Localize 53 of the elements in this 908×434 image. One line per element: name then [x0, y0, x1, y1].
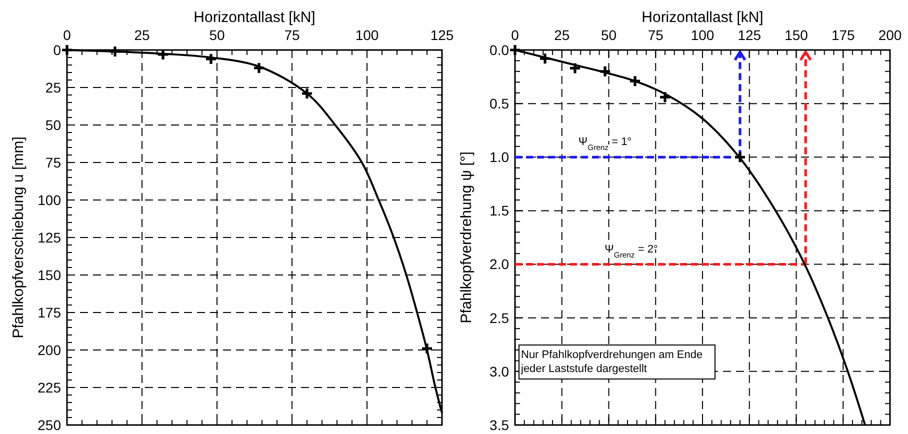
- y-tick-label: 125: [38, 229, 62, 246]
- point: [60, 44, 74, 56]
- y-tick-label: 50: [45, 116, 62, 133]
- point: [568, 62, 582, 75]
- y-tick-label: 0.5: [490, 95, 510, 112]
- x-tick-label: 125: [430, 27, 454, 43]
- x-tick-label: 150: [784, 27, 808, 43]
- point: [734, 150, 746, 164]
- y-tick-label: 1.5: [490, 202, 510, 219]
- x-tick-label: 50: [600, 27, 617, 43]
- x-axis-title: Horizontallast [kN]: [194, 9, 316, 26]
- x-tick-label: 25: [554, 27, 570, 43]
- annotation: Nur Pfahlkopfverdrehungen am Ende jeder Laststufe dargestellt: [520, 349, 703, 375]
- point: [508, 44, 522, 56]
- y-tick-label: 225: [38, 379, 62, 396]
- x-tick-label: 100: [355, 27, 379, 43]
- x-tick-label: 0: [511, 27, 520, 43]
- point: [108, 45, 122, 58]
- x-tick-label: 25: [134, 27, 150, 43]
- point: [300, 87, 314, 100]
- y-axis-title: Pfahlkopfverdrehung ψ [°]: [458, 152, 475, 324]
- ref-line-label: Ψ$_{Grenz}$ = 1°: [578, 136, 632, 152]
- y-tick-label: 150: [38, 266, 62, 283]
- point: [252, 62, 266, 74]
- x-tick-label: 125: [738, 27, 762, 43]
- x-tick-label: 200: [878, 27, 902, 43]
- point: [658, 90, 672, 104]
- y-tick-label: 2.0: [490, 256, 510, 272]
- point: [538, 52, 552, 65]
- y-tick-label: 0.0: [490, 42, 510, 58]
- y-axis-title: Pfahlkopfverschiebung u [mm]: [10, 136, 27, 338]
- y-tick-label: 3.0: [490, 363, 510, 380]
- point: [204, 52, 218, 66]
- x-axis-title: Horizontallast [kN]: [642, 9, 764, 26]
- x-tick-label: 175: [831, 27, 856, 43]
- y-tick-label: 0: [53, 42, 62, 58]
- y-tick-label: 175: [38, 304, 62, 320]
- y-tick-label: 1.0: [490, 149, 510, 166]
- x-tick-label: 75: [648, 27, 664, 43]
- x-tick-label: 75: [284, 27, 300, 43]
- point: [420, 342, 434, 355]
- point: [628, 74, 642, 88]
- y-tick-label: 200: [38, 342, 62, 358]
- y-tick-label: 2.5: [490, 310, 510, 326]
- y-tick-label: 75: [45, 154, 62, 170]
- y-tick-label: 25: [45, 79, 62, 96]
- x-tick-label: 50: [209, 27, 225, 43]
- y-tick-label: 100: [38, 192, 62, 208]
- point: [598, 65, 612, 78]
- x-tick-label: 0: [63, 27, 72, 43]
- y-tick-label: 250: [38, 416, 62, 433]
- x-tick-label: 100: [690, 27, 714, 43]
- y-tick-label: 3.5: [490, 416, 510, 433]
